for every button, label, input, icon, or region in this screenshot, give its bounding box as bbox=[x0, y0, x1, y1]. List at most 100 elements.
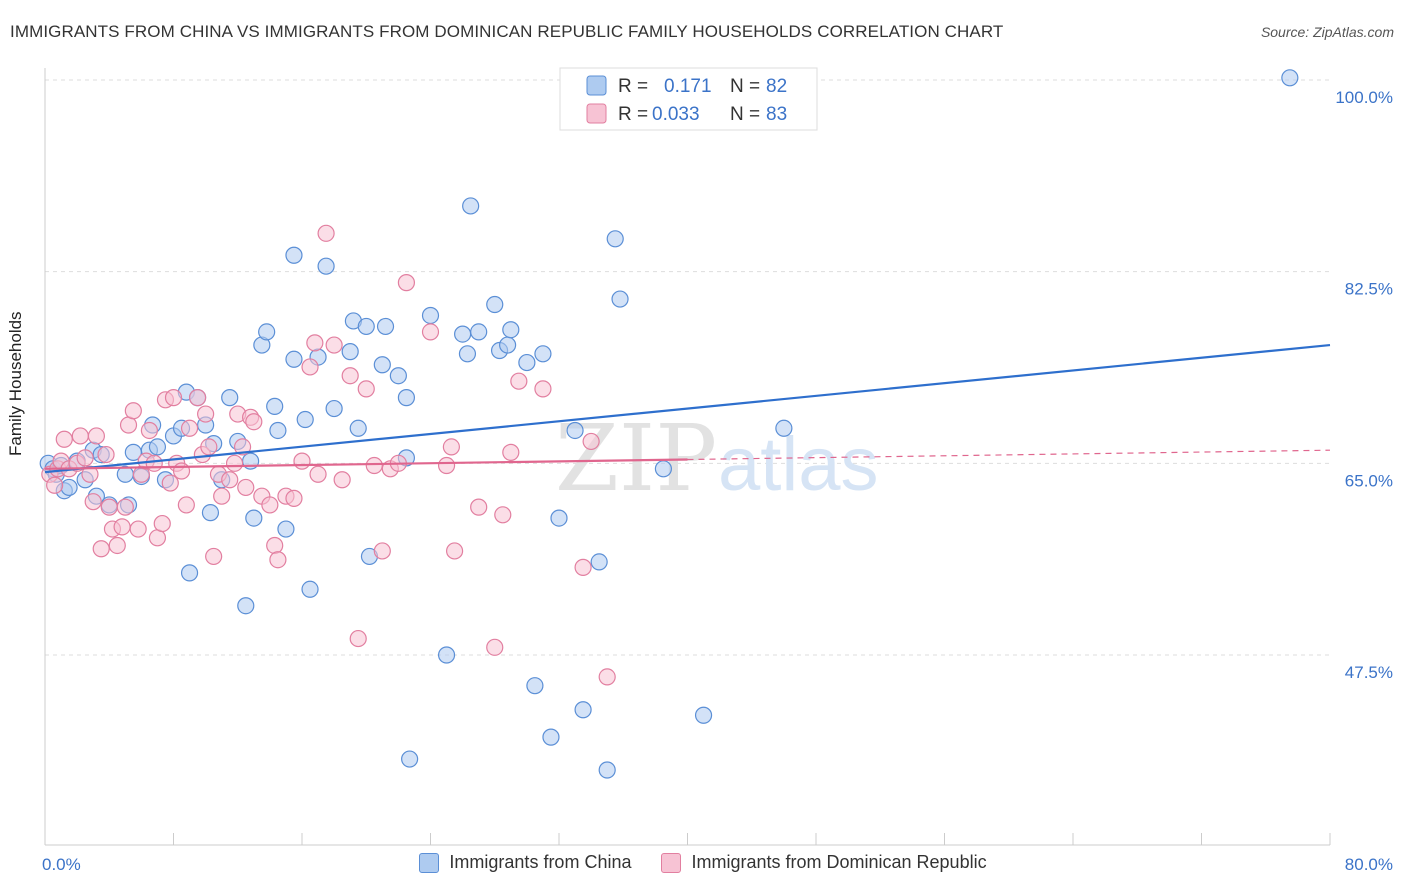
legend-r-value-china: 0.171 bbox=[664, 76, 712, 97]
x-tick-label-max: 80.0% bbox=[1345, 855, 1393, 874]
watermark-atlas: atlas bbox=[718, 422, 879, 507]
china-point bbox=[598, 761, 616, 779]
y-tick-label: 65.0% bbox=[1345, 471, 1393, 490]
dominican-point bbox=[357, 380, 375, 398]
dominican-point bbox=[100, 498, 118, 516]
china-point bbox=[285, 350, 303, 368]
china-point bbox=[526, 677, 544, 695]
legend-r-label-dominican: R = bbox=[618, 104, 648, 125]
dominican-point bbox=[221, 471, 239, 489]
x-tick-label-min: 0.0% bbox=[42, 855, 81, 874]
y-tick-label: 100.0% bbox=[1335, 88, 1393, 107]
china-point bbox=[611, 290, 629, 308]
dominican-point bbox=[81, 465, 99, 483]
dominican-point bbox=[285, 489, 303, 507]
dominican-point bbox=[317, 224, 335, 242]
china-point bbox=[486, 295, 504, 314]
legend-label-dominican: Immigrants from Dominican Republic bbox=[691, 852, 987, 872]
watermark-zip: ZIP bbox=[555, 405, 717, 512]
china-point bbox=[454, 325, 472, 343]
china-point bbox=[542, 728, 560, 746]
dominican-point bbox=[266, 536, 284, 555]
china-point bbox=[502, 321, 520, 339]
dominican-point bbox=[55, 430, 73, 448]
dominican-point bbox=[373, 542, 391, 560]
china-point bbox=[437, 646, 456, 664]
china-point bbox=[266, 397, 284, 415]
y-tick-labels: 47.5% 65.0% 82.5% 100.0% bbox=[1335, 88, 1393, 682]
china-point bbox=[401, 750, 419, 768]
china-point bbox=[397, 389, 416, 407]
china-point bbox=[258, 323, 276, 341]
legend-n-value-china: 82 bbox=[766, 76, 787, 97]
dominican-point bbox=[437, 456, 456, 475]
legend-n-label-dominican: N = bbox=[730, 104, 760, 125]
dominican-point bbox=[119, 416, 138, 434]
trend-lines bbox=[44, 343, 1331, 474]
china-point bbox=[389, 367, 407, 385]
dominican-point bbox=[502, 443, 520, 461]
china-point bbox=[285, 246, 303, 264]
china-point bbox=[1281, 69, 1299, 87]
dominican-point bbox=[84, 493, 102, 511]
y-tick-label: 47.5% bbox=[1345, 663, 1393, 682]
dominican-point bbox=[365, 456, 383, 475]
y-tick-label: 82.5% bbox=[1345, 280, 1393, 299]
china-point bbox=[566, 421, 584, 440]
dominican-point bbox=[205, 547, 223, 566]
chart-title: IMMIGRANTS FROM CHINA VS IMMIGRANTS FROM… bbox=[10, 22, 1004, 41]
china-point bbox=[201, 504, 220, 522]
dominican-point bbox=[582, 432, 600, 451]
y-axis-label: Family Households bbox=[6, 311, 25, 456]
dominican-point bbox=[177, 496, 195, 514]
legend-label-china: Immigrants from China bbox=[449, 852, 632, 872]
legend-n-label-china: N = bbox=[730, 76, 760, 97]
china-point bbox=[349, 419, 367, 437]
legend-item-dominican: Immigrants from Dominican Republic bbox=[661, 852, 987, 873]
china-point bbox=[775, 419, 793, 437]
dominican-point bbox=[161, 474, 179, 492]
dominican-point bbox=[197, 405, 215, 423]
dominican-point bbox=[71, 427, 89, 445]
dominican-point bbox=[486, 638, 504, 656]
dominican-point bbox=[200, 438, 218, 456]
dominican-point bbox=[172, 462, 191, 480]
dominican-point bbox=[333, 471, 351, 489]
china-point bbox=[373, 356, 391, 374]
china-point bbox=[296, 410, 314, 429]
china-point bbox=[317, 257, 335, 275]
dominican-point bbox=[108, 536, 126, 555]
dominican-point bbox=[341, 367, 359, 385]
trend-line-dominican-extension bbox=[687, 449, 1331, 461]
china-point bbox=[534, 345, 552, 363]
dominican-point bbox=[349, 629, 367, 648]
dominican-point bbox=[397, 274, 416, 292]
dominican-point bbox=[574, 558, 592, 576]
dominican-point bbox=[494, 506, 512, 524]
china-point bbox=[245, 509, 263, 527]
dominican-point bbox=[180, 419, 199, 437]
dominican-point bbox=[145, 454, 163, 472]
china-point bbox=[470, 323, 488, 341]
dominican-point bbox=[140, 421, 159, 440]
china-point bbox=[499, 336, 517, 354]
trend-line-china bbox=[44, 343, 1331, 474]
china-point bbox=[148, 438, 167, 456]
china-point bbox=[458, 345, 477, 363]
dominican-point bbox=[233, 438, 252, 456]
dominican-point bbox=[445, 542, 464, 560]
dominican-point bbox=[325, 336, 343, 354]
dominican-point bbox=[76, 449, 94, 467]
china-point bbox=[325, 399, 343, 418]
dominican-point bbox=[598, 668, 616, 686]
dominican-point bbox=[124, 402, 142, 420]
dominican-point bbox=[153, 514, 171, 533]
legend-r-label-china: R = bbox=[618, 76, 648, 97]
trend-line-dominican bbox=[44, 458, 688, 470]
dominican-point bbox=[510, 372, 528, 390]
dominican-point bbox=[261, 496, 279, 514]
china-point bbox=[518, 353, 536, 372]
dominican-point bbox=[97, 445, 115, 464]
dominican-point bbox=[301, 358, 319, 376]
